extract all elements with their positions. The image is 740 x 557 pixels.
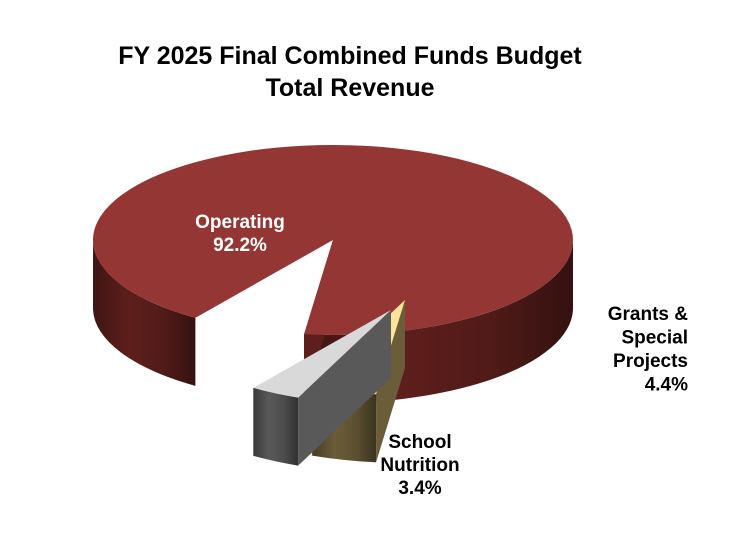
slice-top (93, 145, 574, 336)
pie-slice-school-nutrition (253, 310, 391, 466)
chart-subtitle: Total Revenue (265, 74, 435, 102)
slice-name-label: Special (621, 328, 688, 349)
slice-name-label: Projects (613, 351, 688, 372)
slice-side-shade (253, 387, 299, 466)
slice-name-label: Operating (195, 212, 285, 233)
slice-percent-label: 92.2% (213, 235, 267, 256)
slice-name-label: Nutrition (380, 455, 459, 476)
slice-side-shade (93, 241, 196, 386)
slice-percent-label: 3.4% (398, 478, 441, 499)
slice-name-label: Grants & (608, 304, 689, 325)
chart-title: FY 2025 Final Combined Funds Budget (118, 42, 582, 70)
slice-top (253, 310, 391, 398)
slice-cut-face (376, 300, 405, 463)
slice-name-label: School (388, 432, 451, 453)
slice-cut-face (298, 310, 391, 466)
slice-percent-label: 4.4% (645, 375, 688, 396)
